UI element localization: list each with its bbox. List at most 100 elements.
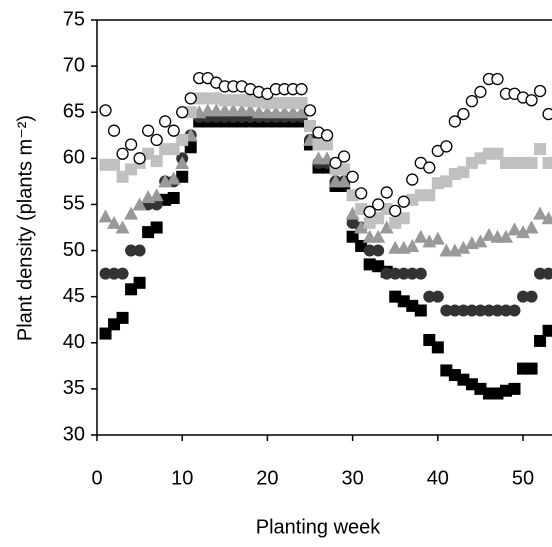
point [525, 290, 538, 303]
point [116, 147, 129, 160]
point [389, 204, 402, 218]
point [159, 115, 172, 128]
point [440, 304, 453, 317]
y-tick-label: 40 [63, 331, 85, 353]
point [337, 174, 352, 188]
point [337, 150, 351, 163]
point [150, 133, 163, 147]
point [150, 155, 163, 168]
point [389, 267, 402, 280]
point [507, 222, 522, 236]
point [413, 229, 428, 243]
x-tick-label: 30 [341, 467, 363, 489]
point [457, 304, 470, 317]
point [372, 198, 385, 211]
point [542, 107, 552, 121]
point [534, 334, 547, 347]
x-tick-label: 10 [171, 467, 193, 489]
point [167, 191, 180, 204]
y-tick-label: 50 [63, 239, 85, 261]
y-tick-label: 35 [63, 377, 85, 399]
point [115, 220, 130, 234]
point [124, 138, 138, 151]
point [294, 105, 309, 119]
point [397, 267, 410, 280]
point [167, 143, 180, 156]
point [345, 206, 360, 220]
y-tick-label: 70 [63, 54, 85, 76]
point [363, 205, 376, 218]
x-axis-label: Planting week [256, 516, 382, 538]
point [108, 158, 121, 171]
y-axis-label: Plant density (plants m⁻²) [14, 115, 36, 341]
point [372, 212, 385, 225]
point [481, 227, 496, 241]
point [473, 234, 488, 248]
point [406, 173, 419, 186]
point [363, 244, 376, 257]
point [321, 138, 334, 151]
point [524, 220, 539, 234]
point [533, 84, 547, 98]
point [448, 115, 462, 128]
point [405, 238, 420, 252]
point [525, 94, 538, 107]
y-tick-label: 75 [63, 8, 85, 30]
point [541, 211, 552, 225]
point [465, 95, 479, 108]
point [423, 189, 436, 202]
point [243, 103, 258, 117]
point [354, 220, 369, 234]
point [498, 229, 513, 243]
point [397, 212, 410, 225]
point [534, 143, 547, 156]
point [414, 304, 427, 317]
point [124, 206, 139, 220]
point [338, 163, 351, 176]
point [431, 290, 444, 303]
point [141, 124, 155, 137]
point [423, 290, 436, 303]
point [440, 140, 453, 153]
point [491, 304, 504, 317]
point [508, 304, 521, 317]
point [379, 220, 394, 234]
point [457, 166, 470, 179]
point [116, 311, 129, 324]
point [99, 104, 112, 117]
point [133, 152, 146, 165]
point [99, 327, 112, 340]
point [542, 324, 552, 337]
point [430, 231, 445, 245]
point [304, 120, 317, 133]
point [184, 92, 197, 105]
point [167, 124, 180, 137]
point [329, 156, 342, 170]
point [517, 290, 530, 303]
point [107, 215, 122, 229]
point [423, 161, 436, 174]
point [346, 230, 359, 243]
point [499, 304, 512, 317]
point [320, 129, 334, 142]
x-tick-label: 0 [91, 467, 102, 489]
x-tick-label: 20 [256, 467, 278, 489]
point [431, 341, 444, 354]
point [380, 267, 393, 280]
point [116, 267, 129, 280]
point [371, 229, 386, 243]
point [303, 104, 317, 117]
point [414, 267, 427, 280]
point [346, 170, 359, 183]
point [474, 304, 487, 317]
point [149, 188, 164, 202]
point [397, 195, 410, 208]
point [176, 133, 189, 146]
y-tick-label: 30 [63, 423, 85, 445]
point [132, 197, 147, 211]
point [108, 267, 121, 280]
y-tick-label: 65 [63, 101, 85, 123]
point [482, 304, 495, 317]
